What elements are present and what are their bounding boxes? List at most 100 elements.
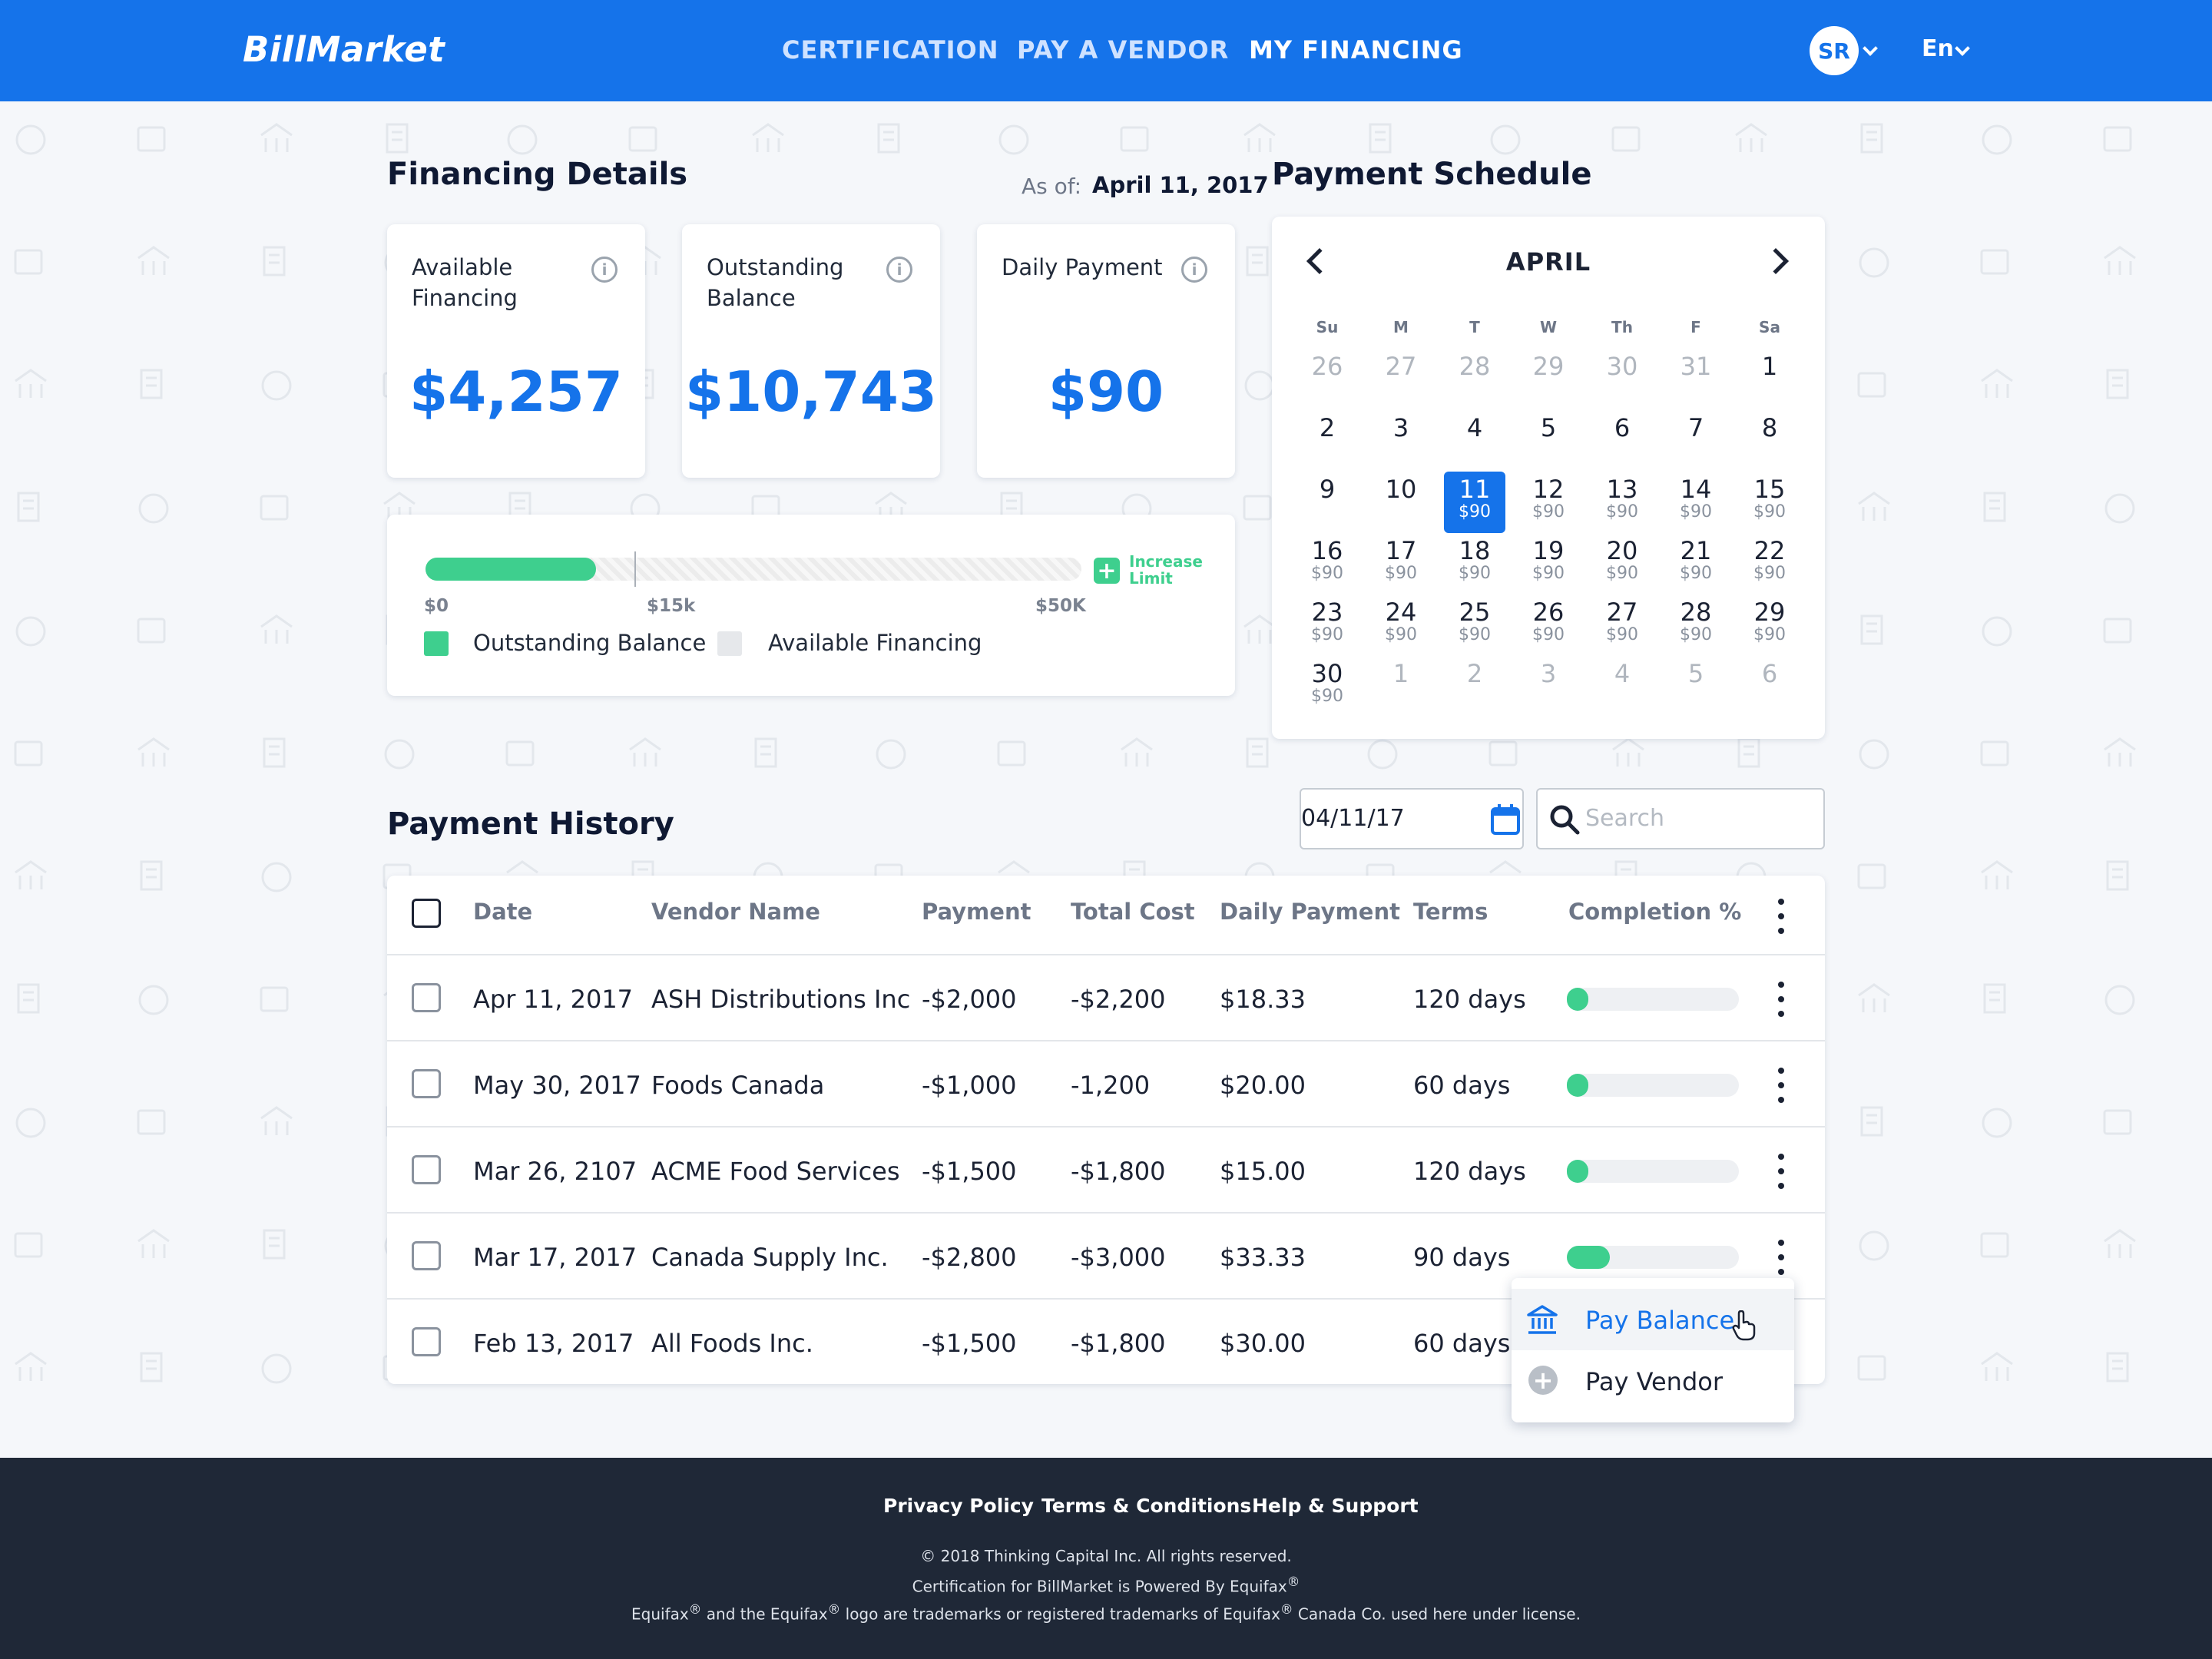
calendar-day[interactable]: 14 $90 [1665,472,1727,533]
calendar-day[interactable]: 15 $90 [1739,472,1800,533]
increase-limit-link[interactable]: Increase Limit [1129,552,1203,588]
calendar-day[interactable]: 3 [1518,656,1579,717]
tick-label-min: $0 [424,596,449,616]
weekday-header: Sa [1759,318,1780,336]
calendar-day-number: 23 [1311,598,1343,627]
calendar-day[interactable]: 8 [1739,410,1800,472]
calendar-day[interactable]: 22 $90 [1739,533,1800,594]
row-checkbox[interactable] [412,1155,441,1184]
legend-label-available: Available Financing [768,630,982,656]
row-options-kebab-icon[interactable] [1777,1068,1785,1103]
calendar-day[interactable]: 24 $90 [1370,594,1432,656]
row-checkbox[interactable] [412,983,441,1012]
footer-link-privacy-policy[interactable]: Privacy Policy [883,1495,1034,1517]
row-checkbox[interactable] [412,1241,441,1270]
nav-pay-a-vendor[interactable]: PAY A VENDOR [1017,35,1230,65]
calendar-day[interactable]: 5 [1665,656,1727,717]
row-checkbox[interactable] [412,1327,441,1356]
nav-certification[interactable]: CERTIFICATION [782,35,999,65]
table-row[interactable]: Mar 17, 2017 Canada Supply Inc. -$2,800 -$3… [387,1212,1825,1298]
calendar-day-number: 24 [1385,598,1417,627]
select-all-checkbox[interactable] [412,899,441,928]
calendar-day[interactable]: 3 [1370,410,1432,472]
calendar-day[interactable]: 20 $90 [1591,533,1653,594]
plus-icon[interactable]: + [1094,558,1120,584]
menu-item-pay-balance[interactable]: Pay Balance [1512,1289,1794,1350]
cell-date: May 30, 2017 [473,1071,641,1100]
calendar-day[interactable]: 5 [1518,410,1579,472]
calendar-day[interactable]: 12 $90 [1518,472,1579,533]
calendar-day[interactable]: 26 [1296,349,1358,410]
calendar-day[interactable]: 10 [1370,472,1432,533]
calendar-day[interactable]: 31 [1665,349,1727,410]
calendar-day[interactable]: 16 $90 [1296,533,1358,594]
table-row[interactable]: Apr 11, 2017 ASH Distributions Inc -$2,000… [387,954,1825,1040]
column-header-daily-payment[interactable]: Daily Payment [1220,899,1400,925]
calendar-day[interactable]: 9 [1296,472,1358,533]
limit-marker [634,551,636,587]
menu-item-label: Pay Vendor [1585,1367,1723,1396]
calendar-day[interactable]: 21 $90 [1665,533,1727,594]
calendar-day[interactable]: 23 $90 [1296,594,1358,656]
row-checkbox[interactable] [412,1069,441,1098]
calendar-day-selected[interactable]: 11 $90 [1444,472,1505,533]
calendar-day[interactable]: 30 $90 [1296,656,1358,717]
search-input[interactable]: Search [1536,788,1825,849]
calendar-icon[interactable] [1490,803,1521,836]
column-header-completion[interactable]: Completion % [1568,899,1742,925]
calendar-day[interactable]: 6 [1739,656,1800,717]
calendar-day[interactable]: 29 [1518,349,1579,410]
column-header-date[interactable]: Date [473,899,533,925]
row-options-kebab-icon[interactable] [1777,982,1785,1017]
calendar-day[interactable]: 1 [1739,349,1800,410]
language-selector[interactable]: En [1922,35,1954,62]
weekday-header: F [1690,318,1701,336]
column-header-payment[interactable]: Payment [922,899,1031,925]
row-options-kebab-icon[interactable] [1777,1240,1785,1275]
column-header-total-cost[interactable]: Total Cost [1071,899,1195,925]
avatar-chevron-down-icon[interactable] [1863,41,1878,56]
calendar-day[interactable]: 7 [1665,410,1727,472]
calendar-day[interactable]: 25 $90 [1444,594,1505,656]
table-options-kebab-icon[interactable] [1777,899,1785,934]
info-icon[interactable]: i [591,257,618,283]
calendar-day[interactable]: 30 [1591,349,1653,410]
calendar-day-number: 19 [1532,536,1565,565]
calendar-day[interactable]: 4 [1444,410,1505,472]
calendar-day[interactable]: 17 $90 [1370,533,1432,594]
info-icon[interactable]: i [1181,257,1207,283]
calendar-day[interactable]: 2 [1444,656,1505,717]
cell-vendor: ACME Food Services [651,1157,900,1186]
legend-label-outstanding: Outstanding Balance [473,630,707,656]
calendar-day-number: 1 [1392,659,1409,688]
calendar-day[interactable]: 27 $90 [1591,594,1653,656]
user-avatar[interactable]: SR [1810,26,1859,75]
date-filter-input[interactable]: 04/11/17 [1300,788,1524,849]
calendar-day[interactable]: 19 $90 [1518,533,1579,594]
row-options-kebab-icon[interactable] [1777,1154,1785,1189]
calendar-day[interactable]: 28 [1444,349,1505,410]
calendar-day[interactable]: 28 $90 [1665,594,1727,656]
info-icon[interactable]: i [886,257,912,283]
table-row[interactable]: May 30, 2017 Foods Canada -$1,000 -1,200 $20… [387,1040,1825,1126]
cell-terms: 60 days [1413,1071,1511,1100]
column-header-terms[interactable]: Terms [1413,899,1488,925]
calendar-day[interactable]: 26 $90 [1518,594,1579,656]
brand-logo[interactable]: BillMarket [243,29,445,70]
menu-item-pay-vendor[interactable]: + Pay Vendor [1512,1350,1794,1412]
calendar-day[interactable]: 27 [1370,349,1432,410]
calendar-day[interactable]: 13 $90 [1591,472,1653,533]
footer-link-help-support[interactable]: Help & Support [1252,1495,1419,1517]
calendar-day[interactable]: 2 [1296,410,1358,472]
footer-link-terms-conditions[interactable]: Terms & Conditions [1041,1495,1252,1517]
language-chevron-down-icon[interactable] [1955,41,1970,56]
calendar-day[interactable]: 29 $90 [1739,594,1800,656]
nav-my-financing[interactable]: MY FINANCING [1249,35,1463,65]
calendar-day[interactable]: 1 [1370,656,1432,717]
calendar-day[interactable]: 18 $90 [1444,533,1505,594]
table-row[interactable]: Mar 26, 2107 ACME Food Services -$1,500 -$1… [387,1126,1825,1212]
calendar-day-number: 26 [1311,352,1343,381]
calendar-day[interactable]: 6 [1591,410,1653,472]
column-header-vendor-name[interactable]: Vendor Name [651,899,820,925]
calendar-day[interactable]: 4 [1591,656,1653,717]
